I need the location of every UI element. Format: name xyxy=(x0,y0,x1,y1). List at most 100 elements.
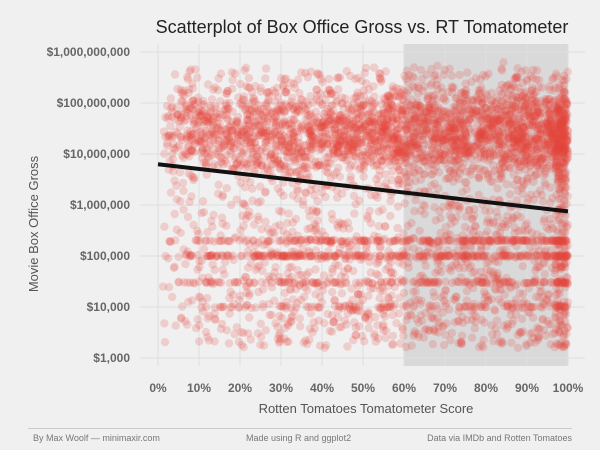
data-point xyxy=(326,159,335,168)
data-point xyxy=(284,209,293,218)
data-point xyxy=(325,86,335,96)
data-point xyxy=(271,263,280,272)
data-point xyxy=(445,264,454,273)
data-point xyxy=(223,103,232,113)
data-point xyxy=(510,82,519,92)
data-point xyxy=(375,69,384,78)
data-point xyxy=(179,186,188,196)
data-point xyxy=(446,156,456,165)
data-point xyxy=(554,171,563,180)
data-point xyxy=(337,93,347,102)
data-point xyxy=(378,151,388,160)
data-point xyxy=(322,133,331,142)
data-point xyxy=(340,149,349,159)
data-point xyxy=(317,99,327,109)
data-point xyxy=(260,153,269,162)
data-point xyxy=(466,115,475,124)
data-point xyxy=(443,127,453,136)
data-point xyxy=(348,116,357,125)
data-point xyxy=(342,67,351,76)
data-point xyxy=(511,139,520,149)
data-point xyxy=(562,99,571,108)
data-point xyxy=(189,278,198,287)
data-point xyxy=(233,158,242,167)
data-point xyxy=(351,323,360,332)
data-point xyxy=(554,105,563,115)
data-point xyxy=(460,145,469,154)
data-point xyxy=(402,177,412,187)
data-point xyxy=(362,98,372,107)
data-point xyxy=(301,188,310,197)
data-point xyxy=(362,131,371,140)
data-point xyxy=(488,149,498,158)
data-point xyxy=(248,93,258,103)
data-point xyxy=(377,161,387,170)
data-point xyxy=(521,139,530,148)
data-point xyxy=(555,236,564,245)
data-point xyxy=(531,134,540,144)
data-point xyxy=(185,67,194,76)
data-point xyxy=(281,87,290,97)
data-point xyxy=(562,154,572,163)
data-point xyxy=(508,109,517,119)
data-point xyxy=(385,139,394,148)
data-point xyxy=(270,97,280,106)
data-point xyxy=(328,287,337,297)
data-point xyxy=(321,341,331,350)
data-point xyxy=(479,98,488,107)
data-point xyxy=(241,105,250,115)
data-point xyxy=(451,126,460,135)
data-point xyxy=(296,95,306,104)
data-point xyxy=(541,331,550,340)
data-point xyxy=(437,136,447,145)
data-point xyxy=(222,135,232,144)
data-point xyxy=(324,85,333,94)
data-point xyxy=(379,125,389,134)
data-point xyxy=(189,96,198,105)
data-point xyxy=(374,171,384,181)
data-point xyxy=(452,212,461,222)
data-point xyxy=(271,120,281,129)
data-point xyxy=(262,88,272,98)
data-point xyxy=(349,99,359,108)
data-point xyxy=(479,237,488,246)
data-point xyxy=(388,310,397,320)
data-point xyxy=(495,228,505,238)
data-point xyxy=(297,124,306,133)
data-point xyxy=(387,112,396,122)
data-point xyxy=(518,262,527,271)
data-point xyxy=(508,154,518,164)
data-point xyxy=(523,126,533,136)
data-point xyxy=(338,135,347,144)
data-point xyxy=(540,141,549,151)
data-point xyxy=(491,306,500,315)
data-point xyxy=(325,116,335,125)
data-point xyxy=(434,168,444,177)
data-point xyxy=(439,136,448,145)
footer-tools: Made using R and ggplot2 xyxy=(246,433,352,443)
data-point xyxy=(369,155,379,165)
data-point xyxy=(489,336,498,346)
data-point xyxy=(385,252,394,262)
data-point xyxy=(363,132,373,141)
data-point xyxy=(437,112,446,122)
data-point xyxy=(545,100,554,109)
data-point xyxy=(282,147,292,156)
data-point xyxy=(246,138,255,147)
data-point xyxy=(356,132,365,142)
data-point xyxy=(232,116,241,126)
data-point xyxy=(369,117,378,127)
data-point xyxy=(346,172,356,181)
data-point xyxy=(423,117,433,126)
data-point xyxy=(388,115,398,125)
data-point xyxy=(377,114,386,123)
data-point xyxy=(172,225,181,234)
data-point xyxy=(413,141,422,150)
data-point xyxy=(275,277,284,286)
data-point xyxy=(179,147,189,156)
data-point xyxy=(401,107,410,116)
data-point xyxy=(358,100,368,110)
data-point xyxy=(305,126,315,135)
data-point xyxy=(406,143,415,152)
data-point xyxy=(352,136,361,145)
